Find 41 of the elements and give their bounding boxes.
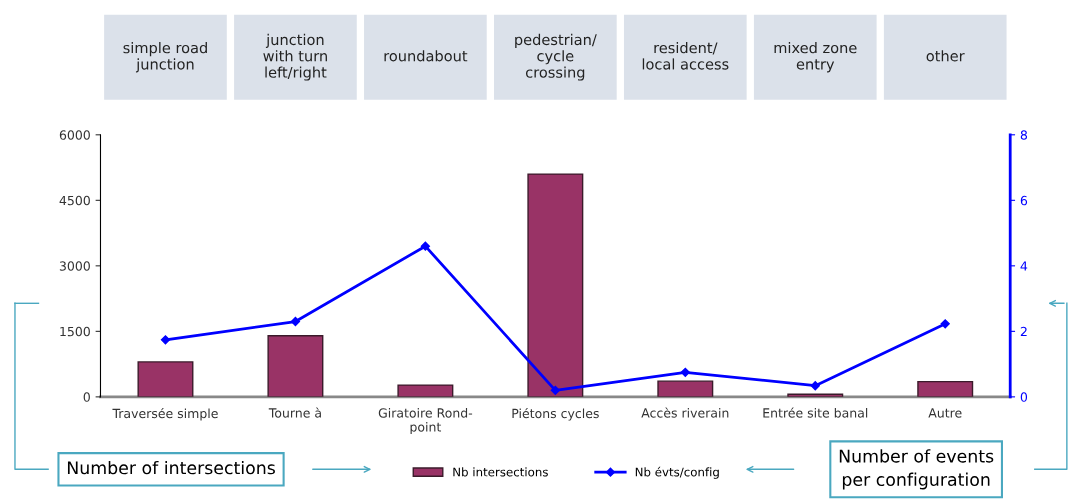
y2-tick-label: 0	[1020, 392, 1028, 402]
bar	[267, 335, 324, 397]
text: other	[926, 50, 965, 62]
text: roundabout	[384, 50, 468, 62]
x-tick-label: Accès riverain	[641, 407, 729, 418]
y-tick-label: 3000	[59, 261, 90, 271]
point	[680, 367, 690, 377]
x-tick-label: Traversée simple	[112, 407, 218, 421]
text: pedestrian/ cycle crossing	[515, 33, 597, 81]
y-tick-label: 0	[83, 392, 90, 402]
text: junction with turn left/right	[263, 33, 327, 81]
text: Number of events per configuration	[839, 449, 994, 490]
legend-label: Nb évts/config	[635, 466, 719, 479]
point	[420, 241, 431, 251]
bar	[917, 380, 974, 397]
y-tick-label: 4500	[59, 195, 90, 206]
y2-tick-label: 4	[1020, 261, 1028, 271]
text: simple road junction	[123, 42, 207, 73]
point	[290, 316, 301, 327]
x-tick-label: Piétons cycles	[512, 407, 599, 421]
x-tick-label: Entrée site banal	[763, 407, 868, 418]
x-tick-label: Giratoire Rond- point	[378, 407, 473, 435]
point	[940, 319, 950, 329]
bar	[657, 380, 714, 397]
bar	[137, 361, 194, 397]
y2-tick-label: 6	[1020, 195, 1028, 206]
y2-tick-label: 8	[1020, 130, 1028, 140]
y-tick-label: 6000	[59, 130, 90, 140]
point	[160, 335, 171, 345]
point	[550, 385, 560, 395]
text: mixed zone entry	[774, 42, 857, 73]
y2-tick-label: 2	[1020, 326, 1027, 337]
x-tick-label: Tourne à	[268, 407, 321, 418]
text: Number of intersections	[67, 460, 275, 475]
x-tick-label: Autre	[928, 408, 962, 418]
point	[810, 381, 820, 391]
bar	[527, 173, 584, 397]
bar	[397, 384, 454, 397]
y-tick-label: 1500	[60, 326, 90, 337]
legend-label: Nb intersections	[453, 467, 548, 477]
text: resident/ local access	[642, 42, 729, 70]
